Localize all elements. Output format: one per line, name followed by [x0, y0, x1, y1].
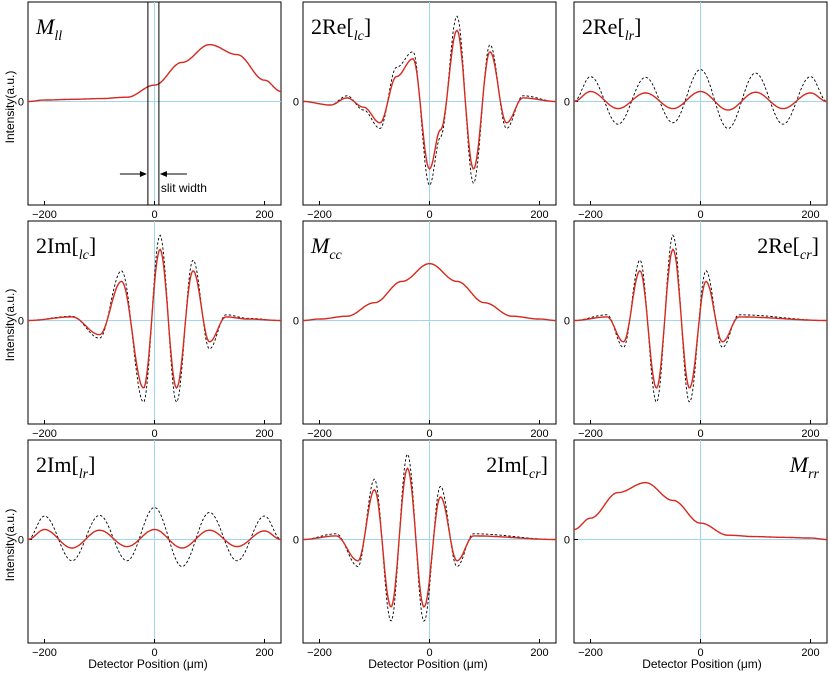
measured-curve: [573, 69, 828, 129]
panel-title: 2Re[lc]: [311, 14, 371, 44]
x-tick-label: 200: [801, 647, 819, 659]
y-tick-label: 0: [293, 534, 299, 546]
x-tick-label: −200: [307, 428, 332, 440]
x-tick-label: 0: [697, 428, 703, 440]
y-tick-label: 0: [18, 315, 24, 327]
fit-curve: [574, 248, 827, 389]
x-tick-label: 200: [255, 428, 273, 440]
panel-title: 2Re[cr]: [757, 233, 819, 263]
y-axis-label: Intensity(a.u.): [3, 509, 17, 582]
y-tick-label: 0: [564, 315, 570, 327]
chart-panel-2: −200 0 200 0 2Re[lc]: [293, 1, 557, 221]
axis-labels: Detector Position (μm) Detector Position…: [3, 71, 762, 671]
x-tick-label: −200: [32, 209, 57, 221]
slit-width-annotation: slit width: [119, 2, 207, 205]
chart-panel-9: −200 0 200 0 Mrr: [564, 439, 828, 659]
y-tick-label: 0: [564, 96, 570, 108]
chart-panel-6: −200 0 200 0 2Re[cr]: [564, 220, 828, 440]
fit-curve: [573, 90, 828, 111]
y-axis-label: Intensity(a.u.): [3, 289, 17, 362]
slit-width-label: slit width: [161, 181, 207, 195]
measured-curve: [574, 234, 827, 403]
x-tick-label: 200: [530, 209, 548, 221]
chart-panel-1: −200 0 200 0 Mll slit width: [18, 1, 282, 221]
x-tick-label: −200: [32, 647, 57, 659]
chart-panel-7: −200 0 200 0 2Im[lr]: [18, 439, 282, 659]
panel-title: 2Im[lc]: [36, 233, 96, 263]
x-tick-label: 200: [801, 209, 819, 221]
x-tick-label: 0: [151, 209, 157, 221]
x-tick-label: −200: [578, 647, 603, 659]
measured-curve: [303, 453, 556, 622]
x-tick-label: −200: [32, 428, 57, 440]
x-tick-label: 200: [255, 647, 273, 659]
x-tick-label: 0: [697, 647, 703, 659]
fit-curve: [28, 43, 282, 103]
panel-title: 2Im[lr]: [36, 452, 95, 482]
panel-title: 2Re[lr]: [582, 14, 641, 44]
x-axis-label: Detector Position (μm): [642, 657, 762, 671]
x-tick-label: 0: [151, 428, 157, 440]
x-tick-label: 0: [697, 209, 703, 221]
fit-curve: [303, 262, 556, 322]
panel-title: Mrr: [789, 452, 820, 482]
fit-curve: [573, 481, 827, 541]
chart-panel-8: −200 0 200 0 2Im[cr]: [293, 439, 557, 659]
y-tick-label: 0: [564, 534, 570, 546]
y-tick-label: 0: [293, 96, 299, 108]
panel-title: Mcc: [310, 233, 343, 263]
chart-panel-4: −200 0 200 0 2Im[lc]: [18, 220, 282, 440]
fit-curve: [27, 528, 282, 549]
y-axis-label: Intensity(a.u.): [3, 71, 17, 144]
x-tick-label: 0: [151, 647, 157, 659]
x-tick-label: 200: [530, 428, 548, 440]
x-tick-label: −200: [578, 428, 603, 440]
x-tick-label: 0: [426, 209, 432, 221]
panel-title: Mll: [35, 14, 62, 44]
x-tick-label: 200: [255, 209, 273, 221]
fit-curve: [28, 248, 281, 389]
fit-curve: [303, 29, 556, 171]
x-tick-label: 200: [801, 428, 819, 440]
x-tick-label: −200: [307, 209, 332, 221]
measured-curve: [27, 507, 282, 567]
x-tick-label: 0: [426, 428, 432, 440]
chart-panel-3: −200 0 200 0 2Re[lr]: [564, 1, 828, 221]
measured-curve: [303, 15, 556, 187]
x-tick-label: −200: [307, 647, 332, 659]
y-tick-label: 0: [293, 315, 299, 327]
y-tick-label: 0: [18, 96, 24, 108]
chart-panel-5: −200 0 200 0 Mcc: [293, 220, 557, 440]
x-tick-label: −200: [578, 209, 603, 221]
x-axis-label: Detector Position (μm): [88, 657, 208, 671]
x-tick-label: 0: [426, 647, 432, 659]
x-axis-label: Detector Position (μm): [368, 657, 488, 671]
x-tick-label: 200: [530, 647, 548, 659]
panel-title: 2Im[cr]: [486, 452, 548, 482]
fit-curve: [303, 467, 556, 608]
y-tick-label: 0: [18, 534, 24, 546]
